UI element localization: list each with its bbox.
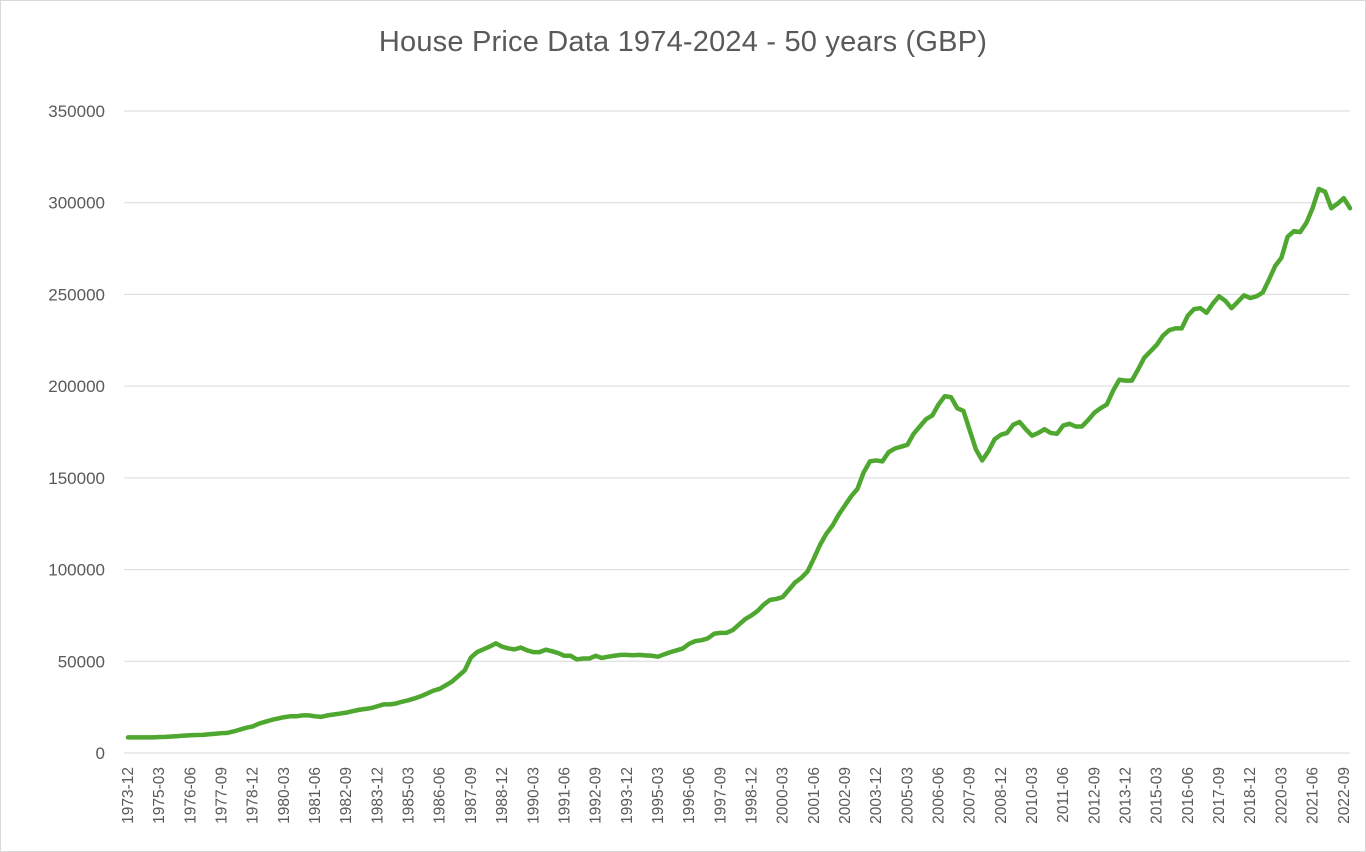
x-tick-label: 2003-12: [868, 767, 885, 824]
x-tick-label: 2001-06: [806, 767, 823, 824]
x-axis: 1973-12 1975-03 1976-06 1977-09 1978-12 1980-…: [120, 767, 1353, 824]
x-tick-label: 1993-12: [619, 767, 636, 824]
x-tick-label: 2022-09: [1336, 767, 1353, 824]
y-tick-label: 350000: [48, 102, 105, 121]
x-tick-label: 1983-12: [369, 767, 386, 824]
x-tick-label: 1998-12: [743, 767, 760, 824]
x-tick-label: 2021-06: [1305, 767, 1322, 824]
series-line: [125, 186, 1353, 740]
x-tick-label: 1990-03: [525, 767, 542, 824]
x-tick-label: 2000-03: [775, 767, 792, 824]
x-tick-label: 1980-03: [276, 767, 293, 824]
x-tick-label: 2012-09: [1086, 767, 1103, 824]
x-tick-label: 2008-12: [993, 767, 1010, 824]
x-tick-label: 1996-06: [681, 767, 698, 824]
x-tick-label: 2015-03: [1149, 767, 1166, 824]
x-tick-label: 1995-03: [650, 767, 667, 824]
y-tick-label: 50000: [58, 652, 105, 671]
x-tick-label: 2010-03: [1024, 767, 1041, 824]
x-tick-label: 2016-06: [1180, 767, 1197, 824]
y-tick-label: 200000: [48, 377, 105, 396]
x-tick-label: 2018-12: [1242, 767, 1259, 824]
y-tick-label: 250000: [48, 285, 105, 304]
x-tick-label: 1985-03: [401, 767, 418, 824]
x-tick-label: 1988-12: [494, 767, 511, 824]
x-tick-label: 1997-09: [712, 767, 729, 824]
x-tick-label: 2005-03: [899, 767, 916, 824]
x-tick-label: 1982-09: [338, 767, 355, 824]
x-tick-label: 2017-09: [1211, 767, 1228, 824]
x-tick-label: 2020-03: [1273, 767, 1290, 824]
x-tick-label: 1987-09: [463, 767, 480, 824]
gridlines: [124, 110, 1350, 754]
series-layer: [125, 186, 1353, 740]
y-tick-label: 150000: [48, 469, 105, 488]
x-tick-label: 1991-06: [556, 767, 573, 824]
x-tick-label: 1978-12: [245, 767, 262, 824]
x-tick-label: 1986-06: [432, 767, 449, 824]
x-tick-label: 1975-03: [151, 767, 168, 824]
x-tick-label: 2013-12: [1118, 767, 1135, 824]
y-tick-label: 300000: [48, 194, 105, 213]
y-tick-label: 100000: [48, 561, 105, 580]
y-tick-label: 0: [96, 744, 105, 763]
chart-title: House Price Data 1974-2024 - 50 years (G…: [378, 26, 988, 58]
x-tick-label: 1992-09: [588, 767, 605, 824]
x-tick-label: 1977-09: [214, 767, 231, 824]
x-tick-label: 2007-09: [962, 767, 979, 824]
x-tick-label: 1976-06: [182, 767, 199, 824]
x-tick-label: 2011-06: [1055, 767, 1072, 823]
x-tick-label: 1981-06: [307, 767, 324, 824]
x-tick-label: 2006-06: [931, 767, 948, 824]
y-axis: 0 50000 100000 150000 200000 250000 300000 3500…: [48, 102, 105, 763]
x-tick-label: 1973-12: [120, 767, 137, 824]
x-tick-label: 2002-09: [837, 767, 854, 824]
